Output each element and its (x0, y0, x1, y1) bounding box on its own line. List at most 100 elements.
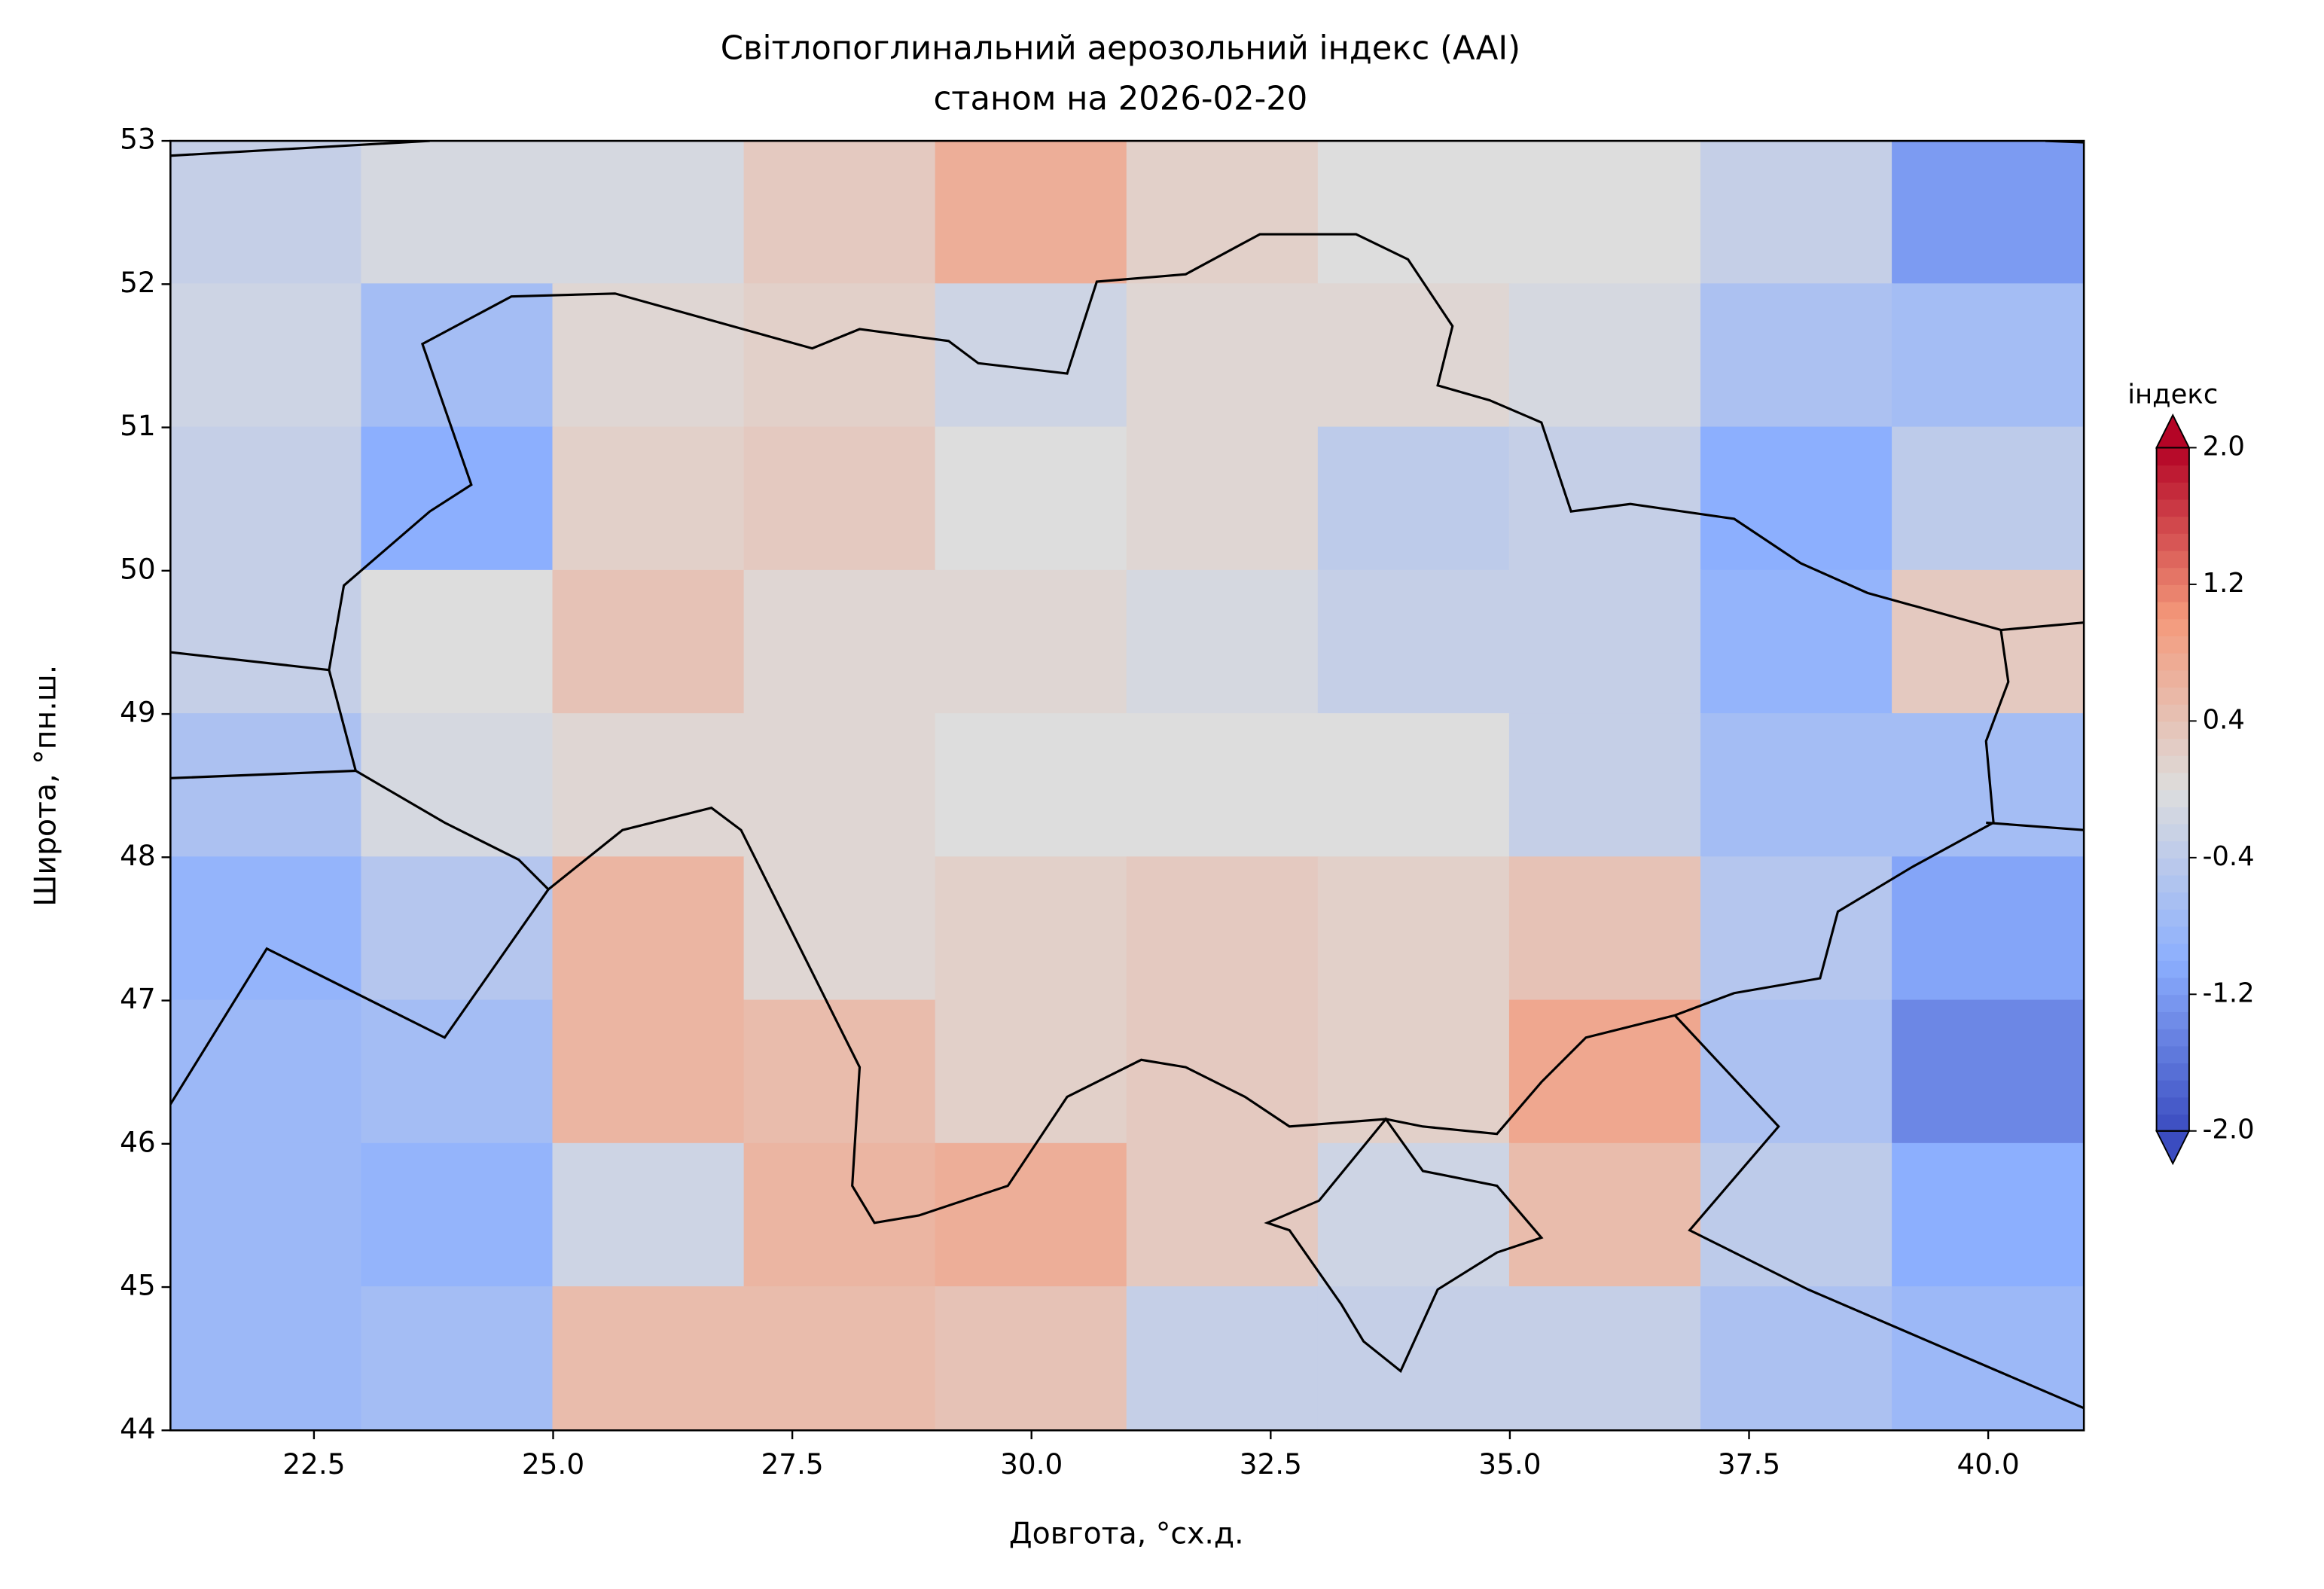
y-tick-label: 52 (120, 266, 156, 299)
field-cell (1126, 713, 1319, 859)
colorbar-segment (2156, 1045, 2189, 1064)
field-cell (170, 1286, 363, 1431)
crimea-coast (1264, 1117, 1544, 1374)
field-cell (1126, 569, 1319, 715)
x-tick-label: 27.5 (761, 1447, 823, 1481)
field-cell (361, 283, 554, 429)
colorbar-segment (2156, 840, 2189, 859)
colorbar-segment (2156, 481, 2189, 500)
field-cell (1892, 999, 2085, 1145)
colorbar-segment (2156, 687, 2189, 705)
field-cell (170, 569, 363, 715)
colorbar-segment (2156, 721, 2189, 740)
colorbar-segment (2156, 1079, 2189, 1098)
colorbar-segment (2156, 772, 2189, 791)
field-cell (1508, 1286, 1702, 1431)
field-cell (1700, 1142, 1894, 1289)
borders (170, 141, 2085, 1410)
field-cell (1508, 426, 1702, 572)
field-cell (1508, 283, 1702, 429)
field-cell (1508, 999, 1702, 1145)
field-cell (1317, 713, 1511, 859)
field-cell (1508, 569, 1702, 715)
colorbar-segment (2156, 652, 2189, 671)
field-cell (743, 426, 937, 572)
colorbar-extend-low (2155, 1130, 2191, 1166)
field-cell (1508, 1142, 1702, 1289)
colorbar-segment (2156, 1011, 2189, 1029)
x-tick-label: 30.0 (1000, 1447, 1063, 1481)
field-cell (1317, 856, 1511, 1002)
field-cell (1126, 1286, 1319, 1431)
field-cell (935, 569, 1128, 715)
y-tick-label: 47 (120, 982, 156, 1015)
y-axis-label: Широта, °пн.ш. (28, 665, 63, 907)
field-cell (170, 283, 363, 429)
field-cell (552, 999, 746, 1145)
field-cell (552, 713, 746, 859)
x-tick-label: 40.0 (1957, 1447, 2020, 1481)
field-cell (170, 713, 363, 859)
colorbar-segment (2156, 618, 2189, 636)
field-cell (1126, 1142, 1319, 1289)
field-cell (1317, 141, 1511, 285)
field-cell (552, 569, 746, 715)
y-tick-label: 48 (120, 839, 156, 872)
field-cell (1700, 569, 1894, 715)
field-cell (1317, 569, 1511, 715)
colorbar-segment (2156, 1028, 2189, 1047)
field-cell (1508, 713, 1702, 859)
field-cell (552, 283, 746, 429)
colorbar-segment (2156, 857, 2189, 876)
colorbar-segment (2156, 635, 2189, 654)
field-cell (935, 426, 1128, 572)
field-cell (552, 1142, 746, 1289)
field-cell (743, 713, 937, 859)
field-cell (1126, 283, 1319, 429)
field-cell (743, 141, 937, 285)
colorbar-segment (2156, 977, 2189, 996)
y-tick-label: 53 (120, 123, 156, 156)
field-cell (935, 141, 1128, 285)
colorbar-segment (2156, 994, 2189, 1012)
field-cell (552, 1286, 746, 1431)
colorbar-segment (2156, 789, 2189, 807)
field-cell (1892, 569, 2085, 715)
colorbar-segment (2156, 447, 2189, 466)
field-cell (170, 999, 363, 1145)
colorbar-segment (2156, 874, 2189, 893)
field-cell (743, 1142, 937, 1289)
y-tick-label: 49 (120, 696, 156, 729)
x-tick-label: 32.5 (1240, 1447, 1302, 1481)
field-cell (1892, 141, 2085, 285)
colorbar-segment (2156, 499, 2189, 517)
colorbar-tick-label: -1.2 (2203, 977, 2255, 1008)
field-cell (935, 856, 1128, 1002)
field-cell (1317, 1142, 1511, 1289)
field-cell (1317, 283, 1511, 429)
field-cell (1700, 999, 1894, 1145)
field-cell (1892, 1286, 2085, 1431)
colorbar-segment (2156, 959, 2189, 978)
field-cell (361, 1286, 554, 1431)
ukraine-border (328, 233, 2010, 1225)
field-cell (1508, 141, 1702, 285)
x-tick-label: 25.0 (522, 1447, 584, 1481)
colorbar-tick-label: -0.4 (2203, 841, 2255, 872)
field-cell (361, 141, 554, 285)
chart-title: Світлопоглинальний аерозольний індекс (A… (721, 30, 1520, 68)
field-cell (1892, 856, 2085, 1002)
y-tick-label: 44 (120, 1412, 156, 1445)
colorbar-tick-label: 1.2 (2203, 568, 2245, 599)
field-cell (935, 1286, 1128, 1431)
field-cell (743, 1286, 937, 1431)
plot-frame (169, 139, 2085, 1432)
y-tick-label: 46 (120, 1125, 156, 1158)
field-cell (1892, 1142, 2085, 1289)
colorbar-segment (2156, 755, 2189, 773)
colorbar-extend-high (2155, 413, 2191, 449)
field-cell (1317, 1286, 1511, 1431)
colorbar-segment (2156, 601, 2189, 620)
